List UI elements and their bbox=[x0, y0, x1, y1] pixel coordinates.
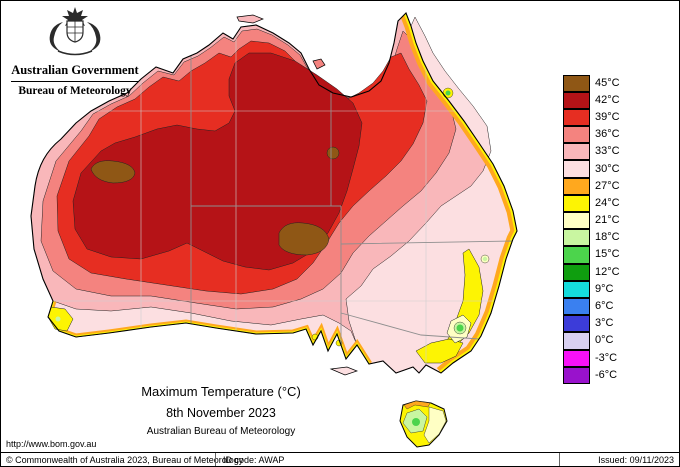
legend-label: 45°C bbox=[595, 76, 620, 89]
legend-label: -3°C bbox=[595, 351, 618, 364]
legend-swatch bbox=[563, 263, 590, 281]
legend-label: 42°C bbox=[595, 93, 620, 106]
legend-label: 15°C bbox=[595, 248, 620, 261]
government-title: Australian Government bbox=[11, 63, 139, 77]
patch-24c-victoria bbox=[415, 338, 464, 364]
legend-swatch bbox=[563, 177, 590, 195]
legend-swatch bbox=[563, 194, 590, 212]
map-org: Australian Bureau of Meteorology bbox=[146, 426, 296, 437]
legend-swatch bbox=[563, 126, 590, 144]
legend-swatch bbox=[563, 315, 590, 333]
legend-label: 21°C bbox=[595, 214, 620, 227]
map-title: Maximum Temperature (°C) bbox=[141, 384, 301, 399]
region-45c-spot bbox=[326, 146, 340, 160]
tasmania-15c-highlands bbox=[412, 418, 420, 426]
legend-label: 27°C bbox=[595, 179, 620, 192]
bureau-title: Bureau of Meteorology bbox=[18, 85, 132, 97]
legend-swatch bbox=[563, 143, 590, 161]
legend-label: 39°C bbox=[595, 110, 620, 123]
logo-divider bbox=[11, 81, 139, 82]
region-42c bbox=[72, 52, 363, 271]
legend-label: 18°C bbox=[595, 231, 620, 244]
legend-swatch bbox=[563, 160, 590, 178]
legend-label: 3°C bbox=[595, 317, 614, 330]
legend-row: 45°C bbox=[563, 74, 620, 92]
legend-swatch bbox=[563, 332, 590, 350]
footer-divider bbox=[1, 452, 679, 453]
legend-swatch bbox=[563, 297, 590, 316]
island-groote bbox=[312, 58, 326, 70]
legend-swatch bbox=[563, 229, 590, 247]
legend-row: 30°C bbox=[563, 160, 620, 178]
graticule bbox=[31, 13, 517, 373]
legend-swatch bbox=[563, 349, 590, 367]
tasmania-21c-east bbox=[423, 406, 447, 444]
agency-logo: Australian Government Bureau of Meteorol… bbox=[9, 6, 141, 97]
footer-copyright: © Commonwealth of Australia 2023, Bureau… bbox=[6, 455, 244, 465]
legend-swatch bbox=[563, 108, 590, 127]
tasmania bbox=[399, 400, 448, 448]
legend-row: 39°C bbox=[563, 108, 620, 127]
legend-label: 6°C bbox=[595, 300, 614, 313]
legend-row: 33°C bbox=[563, 143, 620, 161]
tasmania-27c-north bbox=[403, 400, 431, 410]
legend-label: 33°C bbox=[595, 145, 620, 158]
legend-swatch bbox=[563, 280, 590, 298]
legend-swatch bbox=[563, 246, 590, 264]
footer-id-code: ID code: AWAP bbox=[223, 455, 285, 465]
legend-swatch bbox=[563, 91, 590, 109]
legend-label: 12°C bbox=[595, 265, 620, 278]
patch-15c-atherton bbox=[445, 90, 451, 96]
legend-row: 9°C bbox=[563, 280, 620, 298]
legend-row: 12°C bbox=[563, 263, 620, 281]
legend-label: 9°C bbox=[595, 282, 614, 295]
legend: 45°C 42°C 39°C 36°C 33°C 30°C 27°C 24°C 21°C 18°C… bbox=[563, 74, 620, 384]
footer-row: © Commonwealth of Australia 2023, Bureau… bbox=[1, 453, 679, 466]
patch-15c-alps bbox=[456, 324, 464, 332]
legend-row: 24°C bbox=[563, 194, 620, 212]
legend-label: 24°C bbox=[595, 196, 620, 209]
legend-row: -3°C bbox=[563, 349, 620, 367]
legend-rows: 45°C 42°C 39°C 36°C 33°C 30°C 27°C 24°C 21°C 18°C… bbox=[563, 74, 620, 384]
legend-row: 6°C bbox=[563, 297, 620, 316]
island-kangaroo bbox=[329, 366, 359, 376]
legend-row: 3°C bbox=[563, 315, 620, 333]
legend-label: 30°C bbox=[595, 162, 620, 175]
legend-swatch bbox=[563, 74, 590, 92]
footer-url[interactable]: http://www.bom.gov.au bbox=[6, 439, 97, 449]
legend-label: 36°C bbox=[595, 128, 620, 141]
legend-swatch bbox=[563, 366, 590, 384]
legend-row: 21°C bbox=[563, 212, 620, 230]
state-borders bbox=[190, 55, 516, 361]
legend-swatch bbox=[563, 212, 590, 230]
legend-row: 36°C bbox=[563, 126, 620, 144]
map-title-block: Maximum Temperature (°C) 8th November 20… bbox=[93, 384, 349, 437]
patch-18c-tablelands bbox=[482, 256, 488, 262]
legend-row: 42°C bbox=[563, 91, 620, 109]
patch-18c-sw-tip bbox=[55, 316, 61, 322]
legend-row: 18°C bbox=[563, 229, 620, 247]
region-45c-central bbox=[278, 222, 330, 256]
map-date: 8th November 2023 bbox=[166, 406, 276, 420]
legend-label: -6°C bbox=[595, 368, 618, 381]
region-45c-pilbara bbox=[90, 160, 136, 184]
legend-row: -6°C bbox=[563, 366, 620, 384]
legend-row: 27°C bbox=[563, 177, 620, 195]
footer-cell-divider bbox=[559, 453, 560, 466]
legend-label: 0°C bbox=[595, 334, 614, 347]
island-melville bbox=[236, 14, 264, 24]
footer-cell-divider bbox=[215, 453, 216, 466]
australia-temperature-map bbox=[30, 12, 518, 448]
footer-issued: Issued: 09/11/2023 bbox=[598, 455, 674, 465]
legend-row: 0°C bbox=[563, 332, 620, 350]
legend-row: 15°C bbox=[563, 246, 620, 264]
coat-of-arms-icon bbox=[49, 7, 101, 56]
